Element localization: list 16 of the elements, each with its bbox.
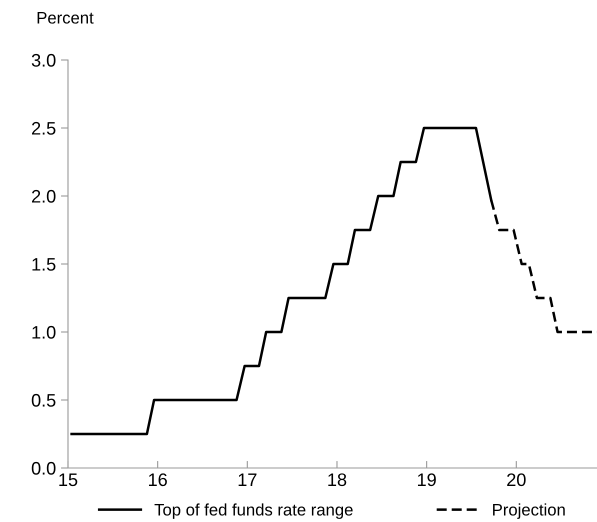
x-tick-label: 15 [59, 474, 78, 486]
y-tick-label: 1.0 [32, 326, 56, 339]
y-tick-label: 2.0 [32, 190, 56, 203]
legend-label: Top of fed funds rate range [154, 503, 353, 519]
y-tick-label: 2.5 [32, 122, 56, 135]
x-tick-label: 18 [328, 473, 346, 486]
y-tick-label: 0.0 [32, 462, 56, 475]
legend-label: Projection [493, 503, 565, 519]
y-tick-label: 3.0 [32, 54, 56, 67]
x-tick-label: 16 [148, 473, 167, 486]
x-tick-label: 20 [507, 473, 526, 486]
x-tick-label: 19 [418, 473, 436, 486]
x-tick-label: 17 [238, 474, 256, 486]
y-tick-label: 1.5 [32, 258, 56, 271]
y-tick-label: 0.5 [32, 394, 56, 407]
y-axis-title: Percent [38, 12, 94, 24]
